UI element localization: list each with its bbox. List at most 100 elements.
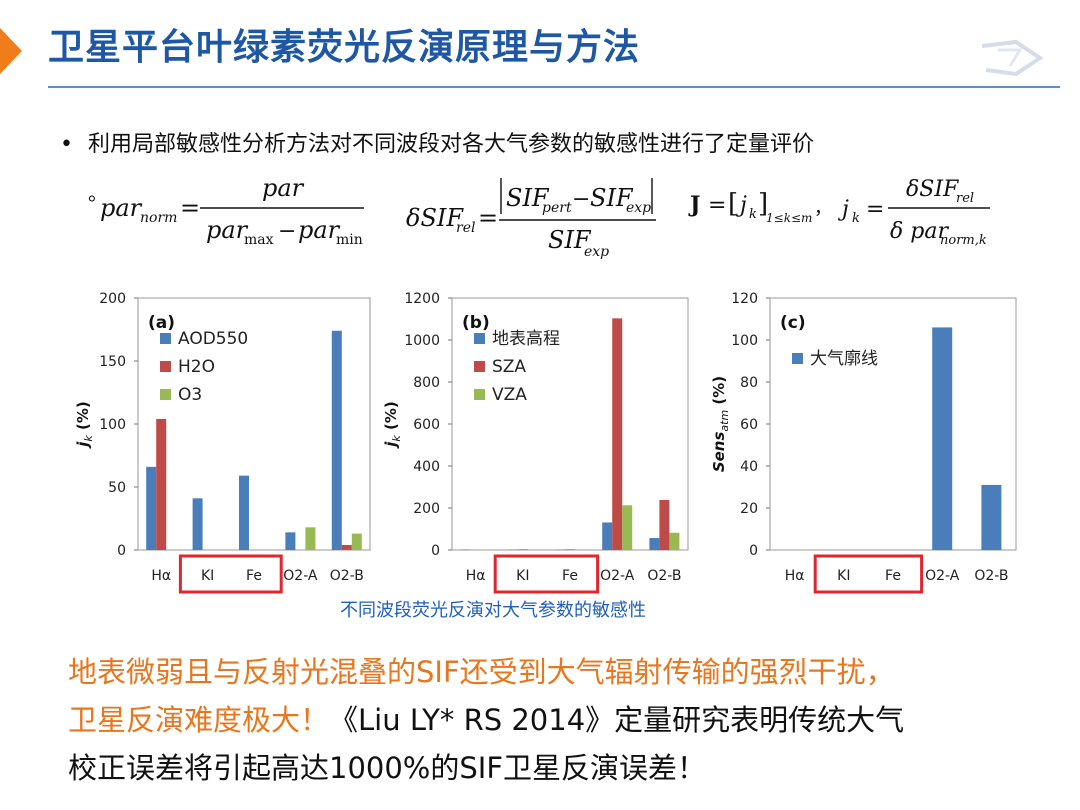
y-tick-label: 1200 xyxy=(404,291,440,307)
conclusion-text: 地表微弱且与反射光混叠的SIF还受到大气辐射传输的强烈干扰， 卫星反演难度极大！… xyxy=(68,648,1058,792)
x-tick-label: O2-A xyxy=(283,568,318,584)
title-arrow-icon xyxy=(0,28,22,74)
legend-swatch xyxy=(160,389,171,400)
bar-O3-O2-A xyxy=(305,527,316,550)
x-tick-label: KI xyxy=(837,568,850,584)
x-tick-label: O2-A xyxy=(925,568,960,584)
par-norm-numerator: par xyxy=(262,174,305,202)
jk-denominator-sub: norm,k xyxy=(940,233,987,248)
watermark-logo-icon xyxy=(981,39,1044,77)
bar-SZA-Fe xyxy=(565,549,575,550)
par-min: par xyxy=(298,216,341,244)
x-tick-label: O2-A xyxy=(600,568,635,584)
plot-frame xyxy=(137,297,371,551)
x-tick-label: O2-B xyxy=(647,568,681,584)
bar-SZA-O2-A xyxy=(612,318,623,550)
sif-exp-sub: exp xyxy=(626,200,651,216)
chart-1: 0 50 100 150 200 Hα KI Fe O2-A O2-B (a)AOD550 H2O O3… xyxy=(74,291,371,594)
legend-label: H2O xyxy=(178,357,215,377)
minus-sign: − xyxy=(278,219,296,244)
x-tick-label: Fe xyxy=(246,568,262,584)
par-norm-lhs-sub: norm xyxy=(140,210,177,226)
y-tick-label: 400 xyxy=(413,459,440,475)
y-axis-label: Sensatm (%) xyxy=(710,376,731,472)
y-tick-label: 100 xyxy=(731,333,758,349)
x-tick-label: O2-B xyxy=(330,568,364,584)
jk-numerator-sub: rel xyxy=(956,191,974,206)
y-tick-label: 100 xyxy=(99,417,126,433)
bar-AOD550-KI xyxy=(192,498,203,550)
bar-VZA-O2-B xyxy=(669,532,680,550)
bracket-close: ] xyxy=(758,189,768,219)
y-tick-label: 200 xyxy=(99,291,126,307)
minus-sign: − xyxy=(572,187,590,212)
bar-SZA-KI xyxy=(517,549,528,550)
chart-caption: 不同波段荧光反演对大气参数的敏感性 xyxy=(340,600,646,621)
y-axis-label-sub: k xyxy=(82,435,95,442)
equals-sign: = xyxy=(866,197,884,222)
y-tick-label: 800 xyxy=(413,375,440,391)
y-tick-label: 0 xyxy=(749,543,758,559)
formulas: 。 par norm = par par max − par min δSIF … xyxy=(88,174,990,260)
y-axis-label-unit: (%) xyxy=(382,401,400,435)
bar-H2O-O2-B xyxy=(341,544,352,550)
bar-O3-O2-B xyxy=(351,533,362,550)
highlight-box xyxy=(493,554,600,594)
legend-label: VZA xyxy=(492,385,527,405)
bar-大气廓线-O2-B xyxy=(981,484,1002,550)
jacobian-elem-sub: k xyxy=(749,207,757,222)
sif-pert-sub: pert xyxy=(542,200,572,216)
x-tick-label: Hα xyxy=(466,568,486,584)
equals-sign: = xyxy=(708,193,726,218)
y-axis-label: jk (%) xyxy=(382,401,403,449)
legend-swatch xyxy=(474,333,485,344)
y-axis-label-sub: atm xyxy=(718,410,731,432)
y-axis-label-unit: (%) xyxy=(710,376,728,410)
jacobian-J: J xyxy=(688,192,700,218)
dsif-lhs: δSIF xyxy=(406,204,464,232)
equals-sign: = xyxy=(180,194,200,222)
bullet-point: • 利用局部敏感性分析方法对不同波段对各大气参数的敏感性进行了定量评价 xyxy=(60,126,814,158)
panel-label: (c) xyxy=(780,313,806,333)
formula-dsif-rel: δSIF rel = SIF pert − SIF exp SIF exp xyxy=(406,178,656,260)
bullet-text: 利用局部敏感性分析方法对不同波段对各大气参数的敏感性进行了定量评价 xyxy=(88,132,815,157)
conclusion-black-3: 校正误差将引起高达1000%的SIF卫星反演误差！ xyxy=(68,751,707,785)
comma: ， xyxy=(814,198,832,219)
y-axis-label: jk (%) xyxy=(74,401,95,449)
y-tick-label: 20 xyxy=(740,501,758,517)
y-tick-label: 50 xyxy=(108,480,126,496)
sif-exp-den: SIF xyxy=(548,226,592,254)
y-tick-label: 0 xyxy=(117,543,126,559)
bar-AOD550-O2-A xyxy=(285,532,296,550)
conclusion-black-2: 《Liu LY* RS 2014》定量研究表明传统大气 xyxy=(329,703,905,737)
equals-sign: = xyxy=(478,204,498,232)
bar-大气廓线-O2-A xyxy=(932,327,953,550)
x-tick-label: Fe xyxy=(562,568,578,584)
legend-label: AOD550 xyxy=(178,329,248,349)
dsif-lhs-sub: rel xyxy=(456,220,475,236)
bar-AOD550-Hα xyxy=(146,466,157,550)
jacobian-range: 1≤k≤m xyxy=(766,211,812,225)
y-tick-label: 1000 xyxy=(404,333,440,349)
legend-label: O3 xyxy=(178,385,202,405)
highlight-box xyxy=(813,554,924,594)
bracket-open: [ xyxy=(728,189,738,219)
x-tick-label: Hα xyxy=(785,568,805,584)
x-tick-label: Hα xyxy=(151,568,171,584)
par-max-sub: max xyxy=(244,232,274,248)
conclusion-orange-2: 卫星反演难度极大！ xyxy=(68,703,330,737)
chart-3: 0 20 40 60 80 100 120 Hα KI Fe O2-A O2-B (c)大气廓线 Sens… xyxy=(710,291,1017,594)
y-axis-label-main: Sens xyxy=(710,432,728,473)
x-tick-label: KI xyxy=(201,568,214,584)
y-tick-label: 0 xyxy=(431,543,440,559)
par-norm-lhs: par xyxy=(100,194,143,222)
x-tick-label: O2-B xyxy=(974,568,1008,584)
y-tick-label: 120 xyxy=(731,291,758,307)
formula-par-norm: 。 par norm = par par max − par min xyxy=(88,174,364,248)
formula-jacobian: J = [ j k ] 1≤k≤m ， j k = δSIF rel δ par… xyxy=(688,177,990,248)
legend-swatch xyxy=(474,389,485,400)
bar-SZA-O2-B xyxy=(659,500,670,550)
y-tick-label: 80 xyxy=(740,375,758,391)
legend-label: 地表高程 xyxy=(492,329,560,349)
